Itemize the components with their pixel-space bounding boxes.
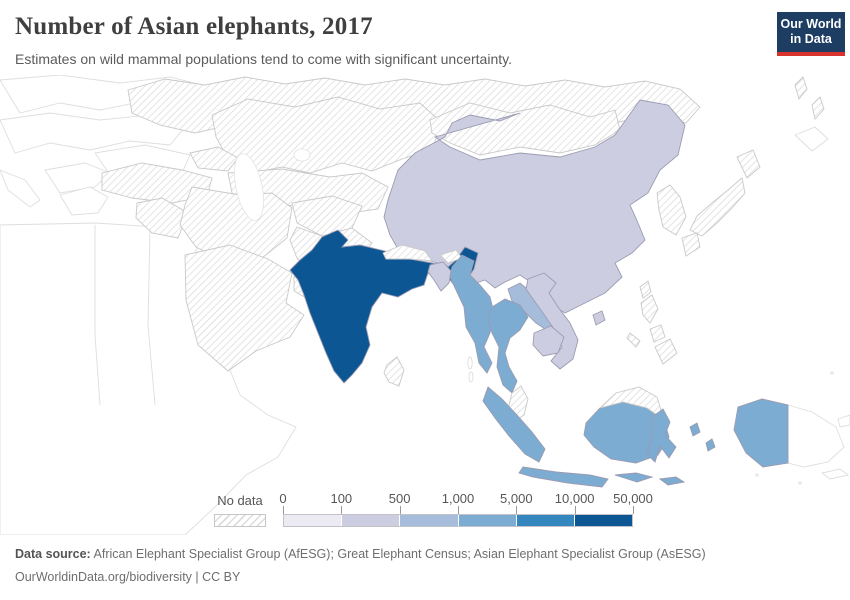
- owid-logo-text: Our World in Data: [777, 12, 845, 52]
- country-japan-honshu[interactable]: [689, 177, 746, 237]
- legend-bin-100–500[interactable]: [341, 515, 400, 526]
- legend-no-data-label: No data: [217, 493, 263, 508]
- legend-tick-label: 100: [330, 491, 353, 506]
- legend-tick-label: 500: [388, 491, 411, 506]
- outside-region-outlines: [0, 74, 850, 536]
- country-malaysia-borneo[interactable]: [599, 386, 665, 422]
- country-taiwan[interactable]: [639, 280, 652, 299]
- country-indonesia-papua[interactable]: [733, 398, 789, 468]
- legend-tick-label: 5,000: [500, 491, 533, 506]
- country-china-hainan[interactable]: [592, 310, 606, 326]
- country-japan-hokkaido[interactable]: [736, 149, 761, 179]
- legend-no-data-swatch[interactable]: [214, 514, 266, 527]
- legend-tick: [399, 506, 401, 514]
- page-title: Number of Asian elephants, 2017: [15, 13, 373, 40]
- owid-logo[interactable]: Our World in Data: [777, 12, 845, 56]
- country-thailand[interactable]: [487, 298, 529, 394]
- chart-footer: Data source: African Elephant Specialist…: [15, 543, 706, 589]
- country-japan-kyushu[interactable]: [681, 232, 701, 257]
- choropleth-map: [0, 74, 850, 536]
- country-nepal[interactable]: [382, 244, 433, 262]
- country-vietnam[interactable]: [525, 272, 579, 370]
- country-cambodia[interactable]: [532, 325, 565, 357]
- legend-tick: [574, 506, 576, 514]
- country-russia-sakhalin[interactable]: [794, 76, 808, 100]
- legend-tick-label: 1,000: [441, 491, 475, 506]
- country-indonesia-lesser-sunda[interactable]: [614, 472, 654, 483]
- legend-tick: [633, 506, 634, 514]
- legend-tick-label: 0: [279, 491, 287, 506]
- country-korea[interactable]: [656, 184, 687, 236]
- caspian-sea: [234, 153, 264, 221]
- aral-sea: [293, 148, 311, 162]
- legend-bin-10,000–50,000[interactable]: [573, 515, 633, 526]
- country-indonesia-moluccas[interactable]: [689, 422, 701, 437]
- legend-tick-label: 50,000: [613, 491, 653, 506]
- country-caucasus[interactable]: [189, 146, 239, 172]
- map-legend: No data 0 100 500 1,000 5,000 10,000 50,000: [213, 491, 663, 531]
- legend-bin-500–1,000[interactable]: [399, 515, 458, 526]
- data-source-label: Data source:: [15, 547, 91, 561]
- data-source-text: African Elephant Specialist Group (AfESG…: [93, 547, 706, 561]
- country-philippines-visayas[interactable]: [649, 324, 666, 343]
- legend-tick: [341, 506, 343, 514]
- legend-tick: [516, 506, 518, 514]
- data-source-line: Data source: African Elephant Specialist…: [15, 543, 706, 566]
- country-indonesia-sulawesi[interactable]: [646, 408, 677, 463]
- country-mongolia[interactable]: [429, 102, 621, 156]
- country-saudi-arabia[interactable]: [184, 244, 305, 372]
- country-indonesia-lesser-sunda-east[interactable]: [658, 476, 686, 486]
- legend-bin-5,000–10,000[interactable]: [515, 515, 574, 526]
- country-syria-iraq[interactable]: [135, 197, 189, 239]
- country-indonesia-moluccas-south[interactable]: [705, 438, 716, 452]
- owid-logo-accent-bar: [777, 51, 845, 56]
- citation-line[interactable]: OurWorldinData.org/biodiversity | CC BY: [15, 570, 241, 585]
- country-indonesia-sumatra[interactable]: [482, 386, 546, 463]
- legend-tick: [458, 506, 459, 514]
- country-indonesia-java[interactable]: [518, 466, 609, 488]
- legend-bin-0–100[interactable]: [284, 515, 342, 526]
- country-sri-lanka[interactable]: [383, 356, 405, 387]
- legend-tick: [283, 506, 284, 514]
- legend-color-bar[interactable]: [283, 514, 633, 527]
- legend-tick-label: 10,000: [554, 491, 595, 506]
- country-philippines-luzon[interactable]: [640, 294, 659, 324]
- country-myanmar[interactable]: [449, 254, 495, 374]
- country-philippines-mindanao[interactable]: [654, 338, 678, 365]
- country-bangladesh[interactable]: [427, 261, 452, 292]
- legend-bin-1,000–5,000[interactable]: [457, 515, 516, 526]
- country-philippines-palawan[interactable]: [626, 332, 641, 348]
- country-russia-kuril[interactable]: [811, 96, 825, 120]
- chart-subtitle: Estimates on wild mammal populations ten…: [15, 51, 512, 67]
